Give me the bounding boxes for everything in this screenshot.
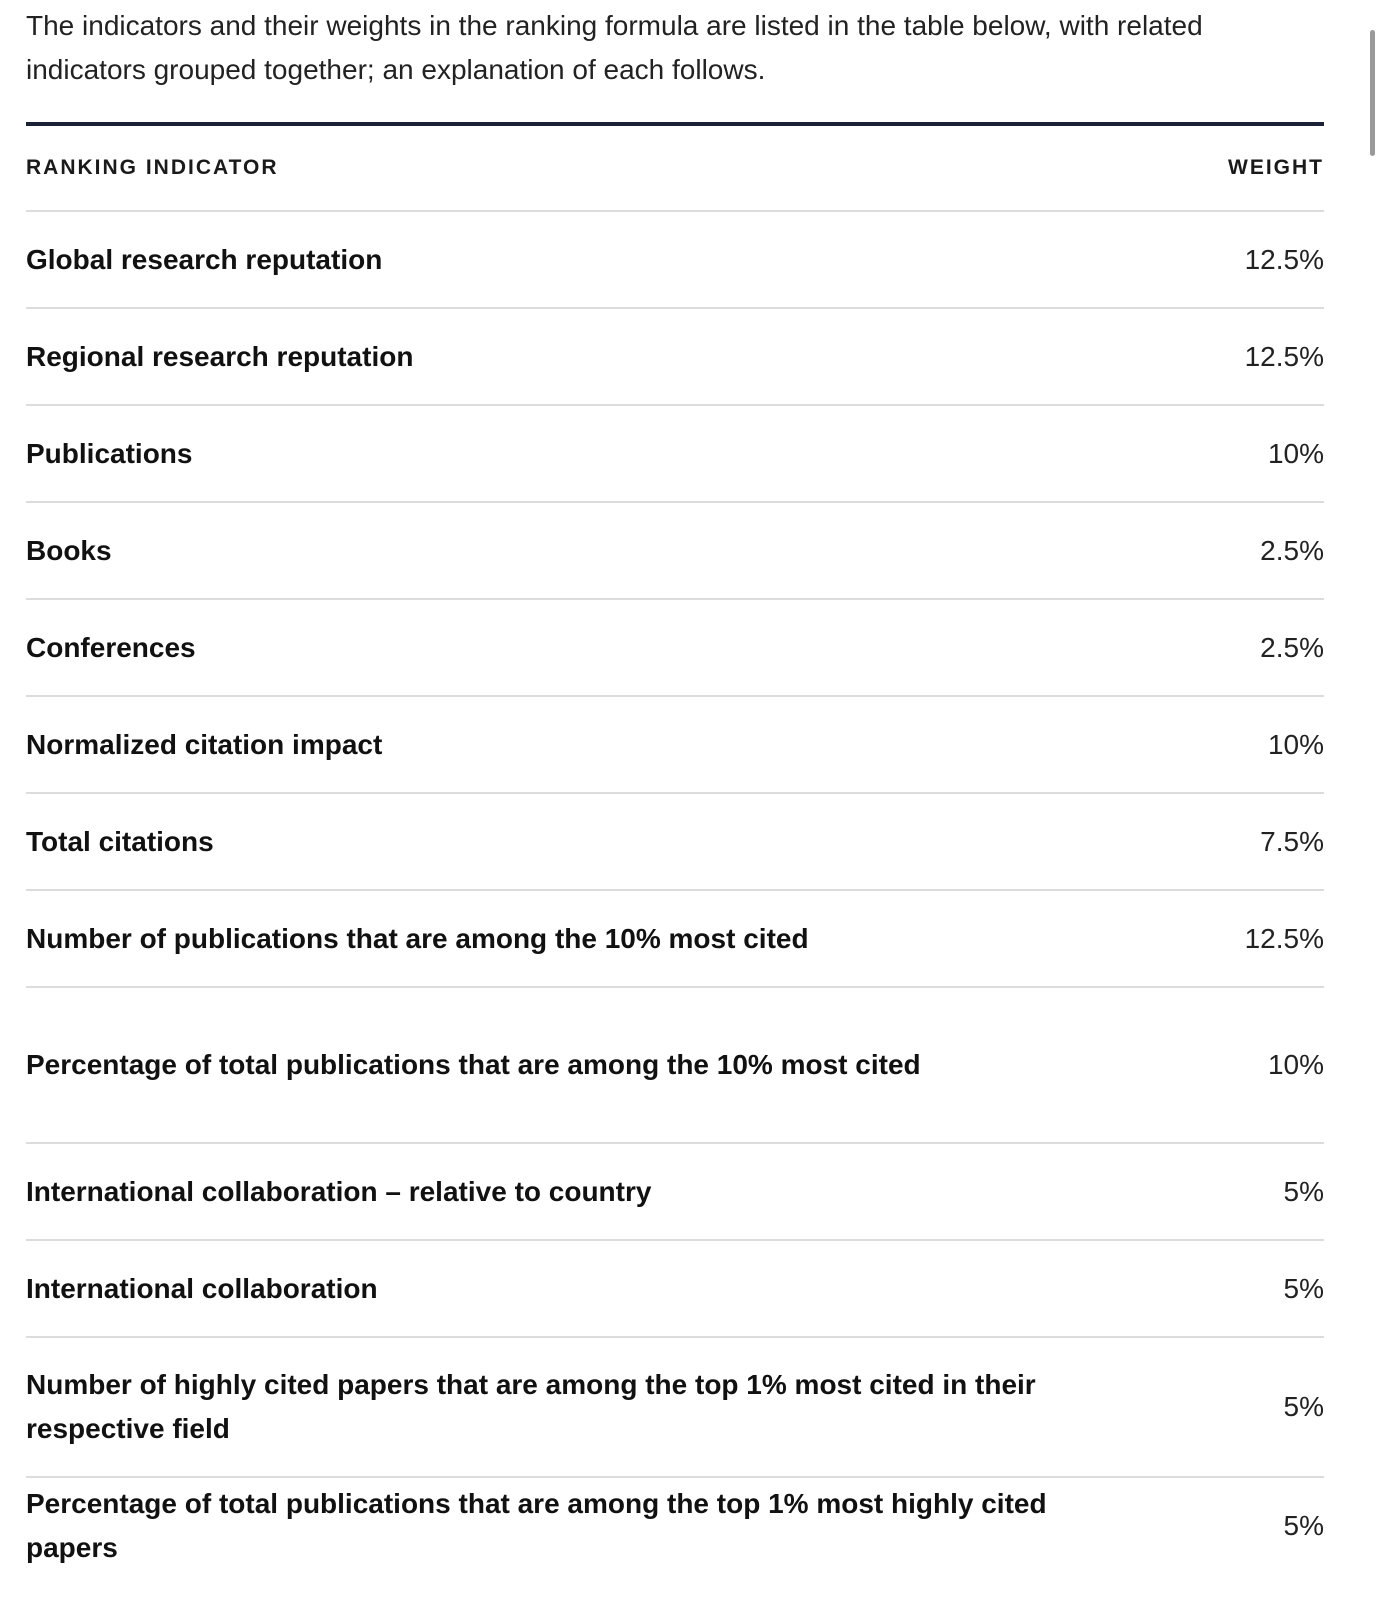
indicator-cell: Number of publications that are among th… xyxy=(26,890,1184,988)
article-content: The indicators and their weights in the … xyxy=(26,0,1324,1573)
weight-cell: 2.5% xyxy=(1184,502,1324,600)
indicator-cell: Normalized citation impact xyxy=(26,696,1184,794)
indicator-cell: Books xyxy=(26,502,1184,600)
table-row: Number of publications that are among th… xyxy=(26,890,1324,988)
ranking-indicators-table: RANKING INDICATOR WEIGHT Global research… xyxy=(26,126,1324,1573)
indicator-cell: Percentage of total publications that ar… xyxy=(26,1487,1047,1563)
table-row: International collaboration 5% xyxy=(26,1240,1324,1338)
table-row: Regional research reputation 12.5% xyxy=(26,308,1324,406)
weight-cell: 5% xyxy=(1184,1143,1324,1241)
table-row: Global research reputation 12.5% xyxy=(26,211,1324,309)
indicator-cell: Total citations xyxy=(26,793,1184,891)
table-row: International collaboration – relative t… xyxy=(26,1143,1324,1241)
weight-cell: 5% xyxy=(1184,1337,1324,1478)
weight-cell: 10% xyxy=(1184,405,1324,503)
indicator-column-header: RANKING INDICATOR xyxy=(26,126,1184,212)
weight-column-header: WEIGHT xyxy=(1184,126,1324,212)
indicator-cell: International collaboration xyxy=(26,1240,1184,1338)
table-row: Percentage of total publications that ar… xyxy=(26,1477,1324,1573)
table-row: Publications 10% xyxy=(26,405,1324,503)
weight-cell: 5% xyxy=(1184,1240,1324,1338)
weight-cell: 10% xyxy=(1184,987,1324,1144)
table-row: Percentage of total publications that ar… xyxy=(26,987,1324,1144)
indicator-cell: Percentage of total publications that ar… xyxy=(26,987,1184,1144)
table-row: Conferences 2.5% xyxy=(26,599,1324,697)
indicator-cell: Conferences xyxy=(26,599,1184,697)
weight-cell: 10% xyxy=(1184,696,1324,794)
weight-cell: 5% xyxy=(1283,1509,1324,1541)
table-row: Books 2.5% xyxy=(26,502,1324,600)
indicator-cell: Publications xyxy=(26,405,1184,503)
ranking-indicators-table-container: RANKING INDICATOR WEIGHT Global research… xyxy=(26,122,1324,1573)
intro-paragraph: The indicators and their weights in the … xyxy=(26,10,1203,85)
weight-cell: 12.5% xyxy=(1184,308,1324,406)
table-row: Normalized citation impact 10% xyxy=(26,696,1324,794)
vertical-scrollbar[interactable] xyxy=(1370,30,1375,156)
weight-cell: 7.5% xyxy=(1184,793,1324,891)
indicator-cell: Number of highly cited papers that are a… xyxy=(26,1337,1184,1478)
indicator-cell: Regional research reputation xyxy=(26,308,1184,406)
table-header-row: RANKING INDICATOR WEIGHT xyxy=(26,126,1324,212)
indicator-cell: Global research reputation xyxy=(26,211,1184,309)
table-row: Number of highly cited papers that are a… xyxy=(26,1337,1324,1478)
weight-cell: 12.5% xyxy=(1184,211,1324,309)
weight-cell: 12.5% xyxy=(1184,890,1324,988)
table-row: Total citations 7.5% xyxy=(26,793,1324,891)
indicator-cell: International collaboration – relative t… xyxy=(26,1143,1184,1241)
weight-cell: 2.5% xyxy=(1184,599,1324,697)
